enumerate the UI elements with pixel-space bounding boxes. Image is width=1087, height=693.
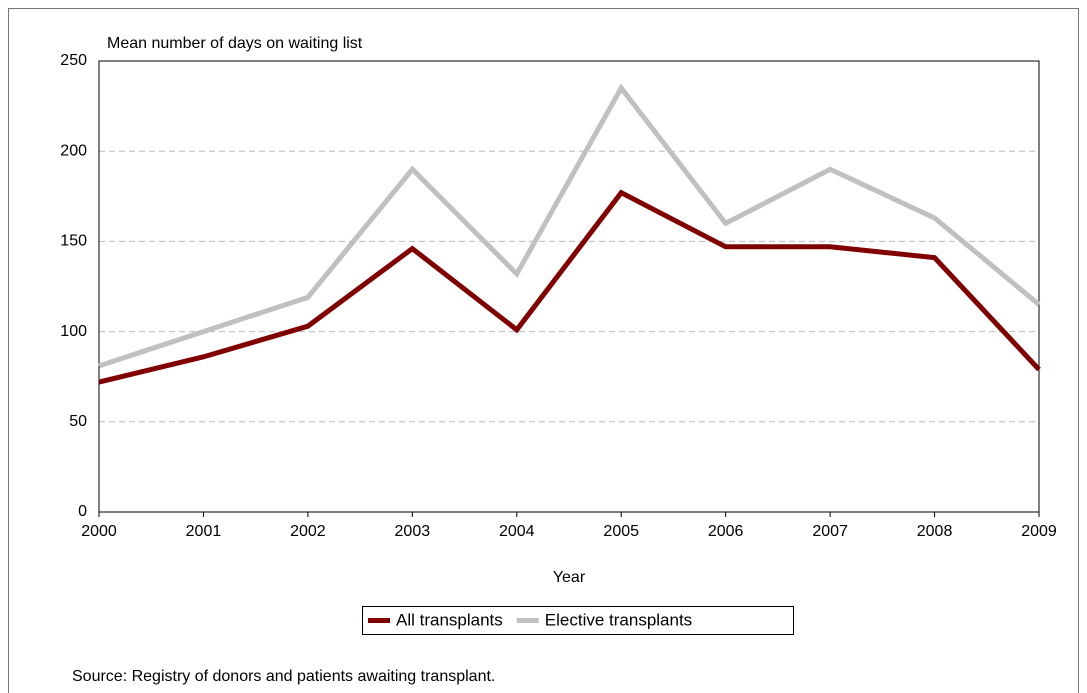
y-tick-label: 100 bbox=[60, 323, 87, 340]
x-tick-label: 2002 bbox=[290, 523, 326, 540]
y-axis-label: Mean number of days on waiting list bbox=[107, 35, 363, 52]
y-tick-label: 150 bbox=[60, 233, 87, 250]
plot-area bbox=[98, 60, 1040, 513]
source-note: Source: Registry of donors and patients … bbox=[72, 668, 495, 685]
x-axis-label: Year bbox=[553, 569, 586, 586]
x-tick-label: 2009 bbox=[1021, 523, 1057, 540]
series-line bbox=[98, 83, 1041, 369]
x-tick-label: 2000 bbox=[81, 523, 117, 540]
series-line bbox=[98, 189, 1041, 385]
x-tick-label: 2007 bbox=[812, 523, 848, 540]
legend-box bbox=[362, 606, 794, 635]
frame bbox=[8, 8, 1079, 693]
y-tick-label: 250 bbox=[60, 52, 87, 69]
y-tick-label: 0 bbox=[78, 503, 87, 520]
x-tick-label: 2006 bbox=[708, 523, 744, 540]
legend-label: All transplants bbox=[396, 610, 503, 629]
x-tick-label: 2001 bbox=[186, 523, 222, 540]
x-tick-label: 2003 bbox=[395, 523, 431, 540]
x-tick-label: 2005 bbox=[603, 523, 639, 540]
legend-label: Elective transplants bbox=[545, 610, 692, 629]
x-tick-label: 2004 bbox=[499, 523, 535, 540]
y-tick-label: 50 bbox=[69, 413, 87, 430]
x-tick-label: 2008 bbox=[917, 523, 953, 540]
y-tick-label: 200 bbox=[60, 142, 87, 159]
